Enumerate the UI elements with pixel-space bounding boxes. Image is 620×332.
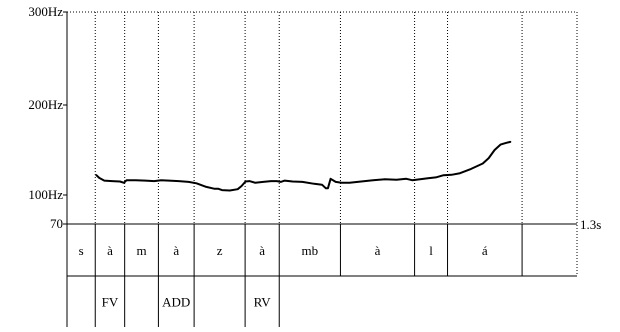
segment-label: à (173, 243, 179, 258)
y-tick-label: 300Hz (28, 4, 63, 19)
y-tick-label: 70 (50, 216, 63, 231)
annotation-label: RV (254, 295, 272, 310)
annotation-label: FV (102, 295, 119, 310)
segment-label: à (259, 243, 265, 258)
annotation-label: ADD (162, 295, 190, 310)
segment-label: z (217, 243, 223, 258)
segment-label: à (375, 243, 381, 258)
frame (63, 11, 578, 327)
y-tick-label: 200Hz (28, 97, 63, 112)
segment-label: s (79, 243, 84, 258)
x-end-label: 1.3s (580, 217, 601, 232)
segment-label: mb (302, 243, 319, 258)
grid-lines (94, 12, 523, 224)
y-tick-label: 100Hz (28, 187, 63, 202)
segment-label: m (136, 243, 146, 258)
segment-label: à (107, 243, 113, 258)
segment-label: á (482, 243, 488, 258)
pitch-contour-line (95, 140, 512, 192)
segment-label: l (429, 243, 433, 258)
labels-layer: 300Hz 200Hz 100Hz 70 1.3s s à m à z à mb à l á FV ADD RV (28, 4, 601, 310)
series-layer (95, 140, 512, 192)
